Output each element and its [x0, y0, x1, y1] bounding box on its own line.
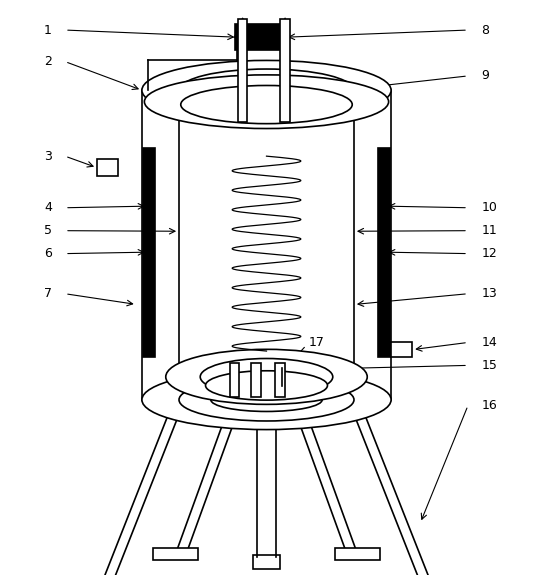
Text: 10: 10 [481, 201, 497, 214]
Text: 3: 3 [44, 150, 52, 162]
Bar [230, 363, 239, 397]
Ellipse shape [179, 378, 354, 421]
Bar [378, 147, 390, 357]
Bar [335, 548, 381, 560]
Text: 9: 9 [481, 69, 489, 82]
Text: 12: 12 [481, 247, 497, 260]
Ellipse shape [142, 60, 391, 120]
Bar [235, 24, 288, 50]
Text: 15: 15 [481, 359, 497, 372]
Bar [253, 555, 280, 569]
Ellipse shape [211, 388, 322, 411]
Bar [275, 363, 285, 397]
Ellipse shape [211, 77, 322, 104]
Text: 11: 11 [481, 224, 497, 237]
Text: 1: 1 [44, 24, 52, 36]
Text: 18: 18 [203, 89, 219, 103]
Bar [280, 18, 290, 122]
Ellipse shape [206, 371, 327, 400]
Ellipse shape [166, 349, 367, 404]
Bar [143, 147, 155, 357]
Text: 6: 6 [44, 247, 52, 260]
Ellipse shape [144, 75, 389, 128]
Text: 17: 17 [309, 336, 325, 349]
Ellipse shape [181, 85, 352, 124]
Ellipse shape [179, 69, 354, 111]
Text: 13: 13 [481, 287, 497, 300]
Text: 7: 7 [44, 287, 52, 300]
Text: 2: 2 [44, 55, 52, 68]
Bar [238, 18, 247, 122]
Ellipse shape [200, 358, 333, 395]
Bar [251, 363, 261, 397]
Bar [391, 343, 413, 357]
Text: 4: 4 [44, 201, 52, 214]
Bar [152, 548, 198, 560]
Text: 14: 14 [481, 336, 497, 349]
Text: 8: 8 [481, 24, 489, 36]
Text: 5: 5 [44, 224, 52, 237]
Bar [97, 159, 118, 176]
Ellipse shape [142, 370, 391, 430]
Text: 16: 16 [481, 399, 497, 412]
